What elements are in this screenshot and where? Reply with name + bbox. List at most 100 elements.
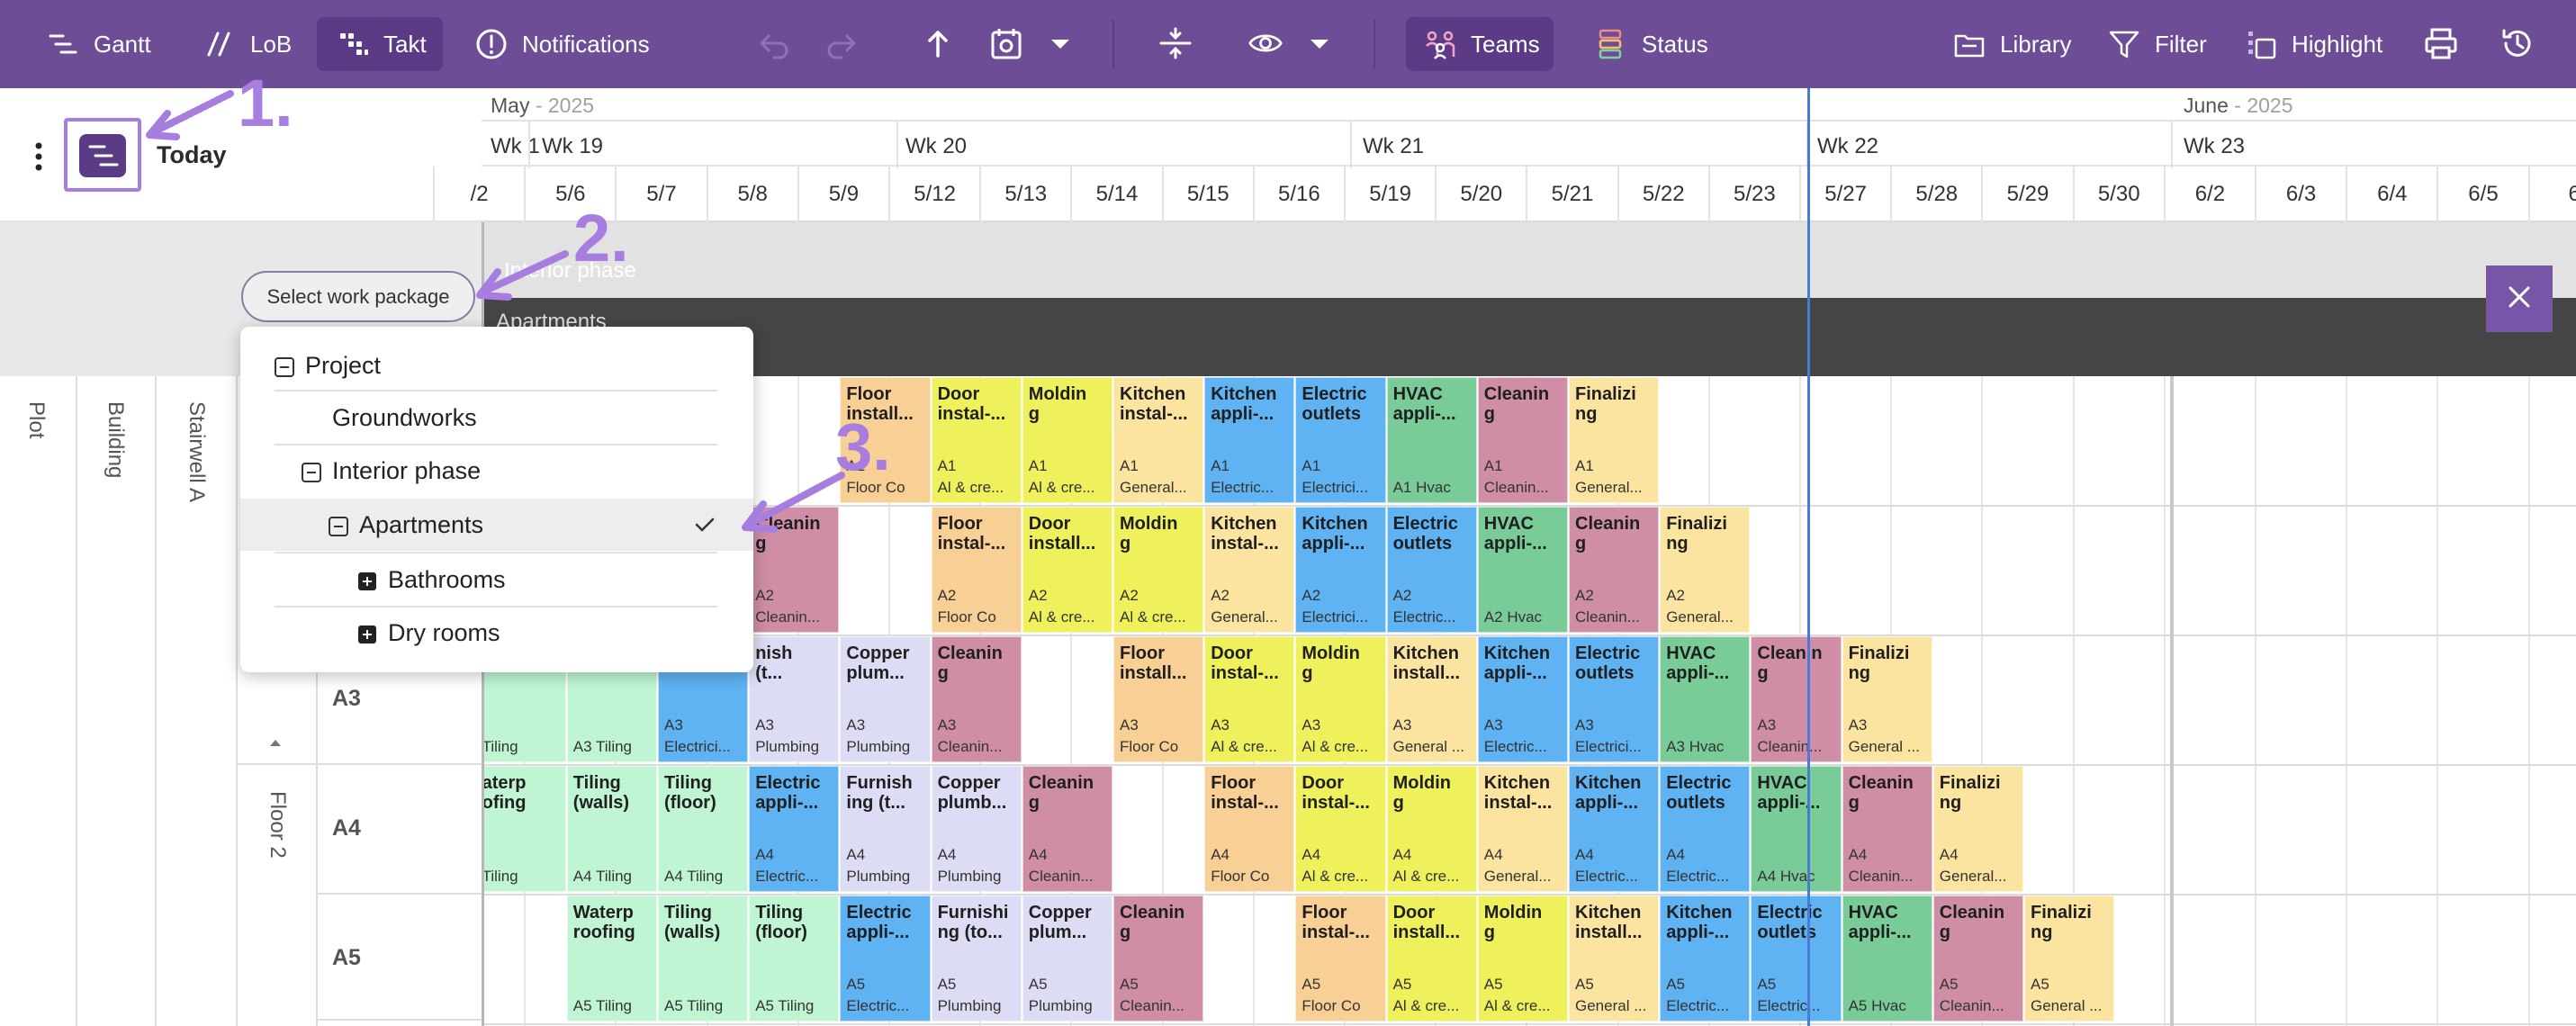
takt-task-cell[interactable]: Cleanin g A5 Cleanin...	[1113, 896, 1204, 1022]
select-work-package-button[interactable]: Select work package	[241, 271, 475, 322]
print-icon[interactable]	[2423, 25, 2459, 61]
calendar-icon[interactable]	[988, 25, 1024, 61]
more-options-icon[interactable]	[32, 142, 45, 171]
takt-task-cell[interactable]: Moldin g A4 Al & cre...	[1386, 766, 1477, 892]
takt-task-cell[interactable]: Cleanin g A5 Cleanin...	[1932, 896, 2023, 1022]
takt-task-cell[interactable]: Cleanin g A4 Cleanin...	[1842, 766, 1932, 892]
takt-task-cell[interactable]: Kitchen instal-... A4 General...	[1477, 766, 1568, 892]
takt-task-cell[interactable]: Door install... A5 Al & cre...	[1386, 896, 1477, 1022]
takt-task-cell[interactable]: HVAC appli-... A3 Hvac	[1660, 636, 1751, 762]
takt-task-cell[interactable]: Finalizi ng A2 General...	[1660, 507, 1751, 633]
takt-task-cell[interactable]: Tiling (floor) A5 Tiling	[749, 896, 840, 1022]
takt-task-cell[interactable]: Cleanin g A1 Cleanin...	[1477, 377, 1568, 503]
takt-task-cell[interactable]: Kitchen appli-... A2 Electrici...	[1295, 507, 1386, 633]
takt-task-cell[interactable]: Finalizi ng A4 General...	[1932, 766, 2023, 892]
takt-task-cell[interactable]: Cleanin g A3 Cleanin...	[931, 636, 1022, 762]
takt-task-cell[interactable]: Moldin g A1 Al & cre...	[1022, 377, 1112, 503]
takt-task-cell[interactable]: Electric appli-... A5 Electric...	[840, 896, 931, 1022]
takt-task-cell[interactable]: Floor instal-... A5 Floor Co	[1295, 896, 1386, 1022]
wp-item-groundworks[interactable]: Groundworks	[240, 392, 753, 444]
takt-task-cell[interactable]: Kitchen appli-... A3 Electric...	[1477, 636, 1568, 762]
takt-task-cell[interactable]: Finalizi ng A3 General ...	[1842, 636, 1932, 762]
collapse-icon[interactable]	[329, 515, 348, 536]
wp-item-interior-phase[interactable]: Interior phase	[240, 445, 753, 497]
takt-task-cell[interactable]: Moldin g A2 Al & cre...	[1113, 507, 1204, 633]
history-icon[interactable]	[2499, 25, 2535, 61]
takt-task-cell[interactable]: Tiling (walls) A4 Tiling	[566, 766, 657, 892]
status-button[interactable]: Status	[1595, 17, 1708, 71]
takt-task-cell[interactable]: Kitchen install... A3 General ...	[1386, 636, 1477, 762]
wp-item-bathrooms[interactable]: Bathrooms	[240, 554, 753, 606]
notifications-button[interactable]: Notifications	[475, 17, 650, 71]
takt-task-cell[interactable]: Electric outlets A1 Electrici...	[1295, 377, 1386, 503]
takt-view-button[interactable]: Takt	[317, 17, 443, 71]
arrow-up-icon[interactable]	[920, 25, 956, 61]
collapse-icon[interactable]	[275, 356, 294, 377]
takt-task-cell[interactable]: Electric outlets A4 Electric...	[1660, 766, 1751, 892]
takt-task-cell[interactable]: Door install... A2 Al & cre...	[1022, 507, 1112, 633]
takt-task-cell[interactable]: Waterp roofing A5 Tiling	[566, 896, 657, 1022]
today-icon[interactable]	[79, 134, 126, 177]
takt-task-cell[interactable]: Kitchen instal-... A1 General...	[1113, 377, 1204, 503]
takt-task-cell[interactable]: Copper plum... A5 Plumbing	[1022, 896, 1112, 1022]
takt-task-cell[interactable]: Kitchen appli-... A1 Electric...	[1204, 377, 1295, 503]
highlight-button[interactable]: Highlight	[2245, 17, 2382, 71]
takt-task-cell[interactable]: Electric outlets A3 Electrici...	[1569, 636, 1660, 762]
takt-task-cell[interactable]: Cleanin g A4 Cleanin...	[1022, 766, 1112, 892]
takt-task-cell[interactable]: Furnishi ng (to... A5 Plumbing	[931, 896, 1022, 1022]
takt-task-cell[interactable]: Floor install... A3 Floor Co	[1113, 636, 1204, 762]
takt-task-cell[interactable]: Finalizi ng A5 General ...	[2024, 896, 2115, 1022]
takt-task-cell[interactable]: Floor install... A1 Floor Co	[840, 377, 931, 503]
takt-task-cell[interactable]: Door instal-... A4 Al & cre...	[1295, 766, 1386, 892]
teams-button[interactable]: Teams	[1406, 17, 1554, 71]
wp-item-apartments[interactable]: Apartments	[240, 499, 753, 551]
takt-task-cell[interactable]: Electric outlets A2 Electric...	[1386, 507, 1477, 633]
takt-task-cell[interactable]: aterp ofing Tiling	[482, 766, 566, 892]
takt-task-cell[interactable]: Electric appli-... A4 Electric...	[749, 766, 840, 892]
takt-task-cell[interactable]: Copper plumb... A4 Plumbing	[931, 766, 1022, 892]
takt-task-cell[interactable]: Tiling (walls) A5 Tiling	[658, 896, 749, 1022]
collapse-caret-icon[interactable]	[268, 736, 283, 752]
takt-task-cell[interactable]: Door instal-... A1 Al & cre...	[931, 377, 1022, 503]
takt-task-cell[interactable]: Cleanin g A3 Cleanin...	[1751, 636, 1842, 762]
lob-view-button[interactable]: LoB	[203, 17, 292, 71]
takt-task-cell[interactable]: Moldin g A3 Al & cre...	[1295, 636, 1386, 762]
takt-task-cell[interactable]: Copper plum... A3 Plumbing	[840, 636, 931, 762]
close-button[interactable]	[2486, 266, 2553, 332]
wp-item-dry-rooms[interactable]: Dry rooms	[240, 607, 753, 659]
task-title: Door install...	[1028, 514, 1096, 554]
takt-task-cell[interactable]: HVAC appli-... A4 Hvac	[1751, 766, 1842, 892]
calendar-chevron-down-icon[interactable]	[1042, 25, 1069, 61]
task-location: A2	[1028, 587, 1048, 604]
align-center-icon[interactable]	[1157, 25, 1193, 61]
redo-icon[interactable]	[824, 25, 860, 61]
takt-task-cell[interactable]: Electric outlets A5 Electric...	[1751, 896, 1842, 1022]
view-chevron-down-icon[interactable]	[1302, 25, 1329, 61]
takt-task-cell[interactable]: Kitchen install... A5 General ...	[1569, 896, 1660, 1022]
expand-icon[interactable]	[357, 623, 377, 644]
takt-task-cell[interactable]: Door instal-... A3 Al & cre...	[1204, 636, 1295, 762]
takt-task-cell[interactable]: HVAC appli-... A5 Hvac	[1842, 896, 1932, 1022]
gantt-view-button[interactable]: Gantt	[47, 17, 151, 71]
takt-task-cell[interactable]: Kitchen instal-... A2 General...	[1204, 507, 1295, 633]
expand-icon[interactable]	[357, 570, 377, 590]
today-button[interactable]: Today	[157, 141, 227, 168]
wp-item-project[interactable]: Project	[240, 339, 753, 392]
takt-task-cell[interactable]: HVAC appli-... A1 Hvac	[1386, 377, 1477, 503]
takt-task-cell[interactable]: nish (t... A3 Plumbing	[749, 636, 840, 762]
collapse-icon[interactable]	[302, 461, 321, 482]
eye-icon[interactable]	[1247, 25, 1287, 61]
takt-task-cell[interactable]: Kitchen appli-... A5 Electric...	[1660, 896, 1751, 1022]
takt-task-cell[interactable]: Cleanin g A2 Cleanin...	[1569, 507, 1660, 633]
takt-task-cell[interactable]: Finalizi ng A1 General...	[1569, 377, 1660, 503]
takt-task-cell[interactable]: HVAC appli-... A2 Hvac	[1477, 507, 1568, 633]
library-button[interactable]: Library	[1953, 17, 2071, 71]
takt-task-cell[interactable]: Furnish ing (t... A4 Plumbing	[840, 766, 931, 892]
takt-task-cell[interactable]: Kitchen appli-... A4 Electric...	[1569, 766, 1660, 892]
filter-button[interactable]: Filter	[2108, 17, 2207, 71]
undo-icon[interactable]	[756, 25, 792, 61]
takt-task-cell[interactable]: Moldin g A5 Al & cre...	[1477, 896, 1568, 1022]
takt-task-cell[interactable]: Floor instal-... A2 Floor Co	[931, 507, 1022, 633]
takt-task-cell[interactable]: Tiling (floor) A4 Tiling	[658, 766, 749, 892]
takt-task-cell[interactable]: Floor instal-... A4 Floor Co	[1204, 766, 1295, 892]
